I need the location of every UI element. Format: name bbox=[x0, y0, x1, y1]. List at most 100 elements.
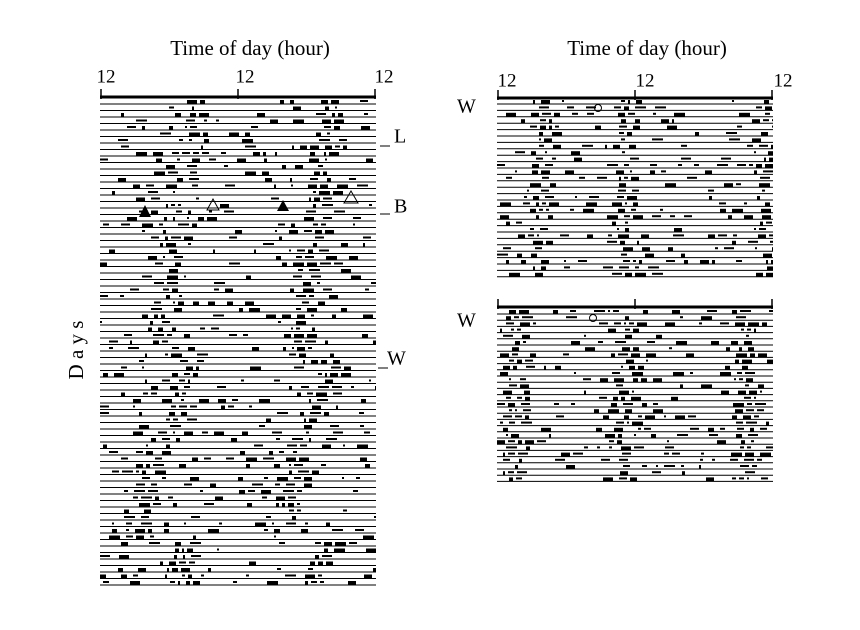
activity-block bbox=[708, 234, 715, 239]
activity-block bbox=[584, 390, 586, 395]
activity-block bbox=[539, 106, 549, 109]
activity-block bbox=[561, 452, 570, 457]
activity-block bbox=[514, 316, 519, 319]
activity-block bbox=[166, 243, 176, 247]
activity-block bbox=[517, 396, 522, 399]
activity-block bbox=[607, 164, 618, 166]
activity-block bbox=[179, 295, 182, 297]
activity-block bbox=[292, 516, 296, 520]
activity-block bbox=[598, 341, 603, 343]
activity-block bbox=[153, 152, 163, 156]
activity-block bbox=[521, 119, 525, 124]
activity-block bbox=[160, 132, 171, 135]
activity-block bbox=[148, 327, 152, 332]
activity-block bbox=[167, 334, 172, 336]
activity-block bbox=[759, 228, 766, 230]
tick-label: 12 bbox=[97, 66, 116, 87]
activity-block bbox=[752, 119, 760, 124]
activity-block bbox=[648, 266, 659, 269]
activity-block bbox=[309, 295, 314, 297]
activity-block bbox=[523, 409, 531, 412]
activity-block bbox=[139, 360, 144, 362]
activity-block bbox=[176, 438, 180, 442]
activity-block bbox=[548, 215, 553, 220]
activity-block bbox=[293, 262, 304, 267]
activity-block bbox=[541, 100, 550, 104]
activity-block bbox=[163, 256, 165, 258]
activity-block bbox=[297, 249, 305, 252]
activity-block bbox=[740, 310, 751, 312]
activity-block bbox=[172, 288, 178, 293]
activity-block bbox=[307, 392, 313, 395]
activity-block bbox=[120, 295, 124, 297]
activity-block bbox=[277, 477, 288, 481]
activity-block bbox=[519, 310, 529, 314]
activity-block bbox=[680, 384, 683, 389]
activity-block bbox=[274, 529, 280, 533]
activity-block bbox=[109, 347, 113, 349]
activity-block bbox=[601, 458, 610, 461]
activity-block bbox=[342, 477, 344, 479]
activity-block bbox=[297, 392, 301, 397]
tick-label: 12 bbox=[236, 66, 255, 87]
activity-block bbox=[620, 471, 628, 476]
activity-block bbox=[536, 215, 539, 220]
activity-block bbox=[642, 403, 647, 407]
activity-block bbox=[275, 152, 277, 156]
activity-block bbox=[252, 347, 259, 351]
activity-block bbox=[586, 202, 597, 207]
activity-block bbox=[650, 164, 657, 166]
activity-block bbox=[573, 452, 583, 455]
activity-block bbox=[732, 477, 736, 480]
activity-block bbox=[525, 415, 529, 420]
activity-block bbox=[532, 170, 538, 175]
activity-block bbox=[353, 490, 358, 492]
activity-block bbox=[334, 262, 343, 265]
activity-block bbox=[609, 446, 612, 449]
activity-block bbox=[653, 409, 663, 414]
activity-block bbox=[336, 405, 338, 410]
activity-block bbox=[290, 100, 294, 104]
activity-block bbox=[121, 366, 127, 369]
activity-block bbox=[661, 170, 666, 173]
activity-block bbox=[175, 548, 179, 553]
activity-block bbox=[542, 202, 546, 205]
activity-block bbox=[619, 477, 627, 480]
activity-block bbox=[249, 308, 260, 312]
activity-block bbox=[318, 373, 322, 375]
activity-block bbox=[666, 260, 675, 262]
marker-label: W bbox=[457, 96, 476, 118]
activity-block bbox=[622, 452, 631, 455]
activity-block bbox=[572, 112, 578, 115]
activity-block bbox=[357, 184, 368, 187]
activity-block bbox=[653, 403, 658, 405]
activity-block bbox=[311, 581, 317, 583]
activity-block bbox=[623, 247, 633, 252]
tick-label: 12 bbox=[375, 66, 394, 87]
activity-block bbox=[232, 399, 238, 401]
activity-block bbox=[320, 262, 331, 265]
activity-block bbox=[733, 234, 737, 237]
activity-block bbox=[307, 308, 317, 312]
activity-block bbox=[701, 316, 712, 321]
activity-block bbox=[607, 215, 618, 220]
activity-block bbox=[746, 409, 754, 412]
activity-block bbox=[637, 240, 639, 245]
activity-block bbox=[762, 215, 771, 220]
activity-block bbox=[509, 384, 517, 387]
activity-block bbox=[749, 164, 753, 166]
activity-block bbox=[141, 522, 152, 525]
activity-block bbox=[142, 477, 150, 479]
activity-block bbox=[631, 353, 640, 358]
activity-block bbox=[712, 458, 715, 461]
activity-block bbox=[562, 100, 564, 102]
activity-block bbox=[181, 412, 187, 416]
axis-title: Time of day (hour) bbox=[567, 36, 727, 60]
activity-block bbox=[128, 347, 139, 349]
marker-label: B bbox=[394, 196, 407, 218]
activity-block bbox=[242, 139, 253, 143]
activity-block bbox=[681, 144, 687, 147]
activity-block bbox=[315, 230, 322, 234]
activity-block bbox=[503, 365, 510, 370]
activity-block bbox=[616, 170, 624, 175]
